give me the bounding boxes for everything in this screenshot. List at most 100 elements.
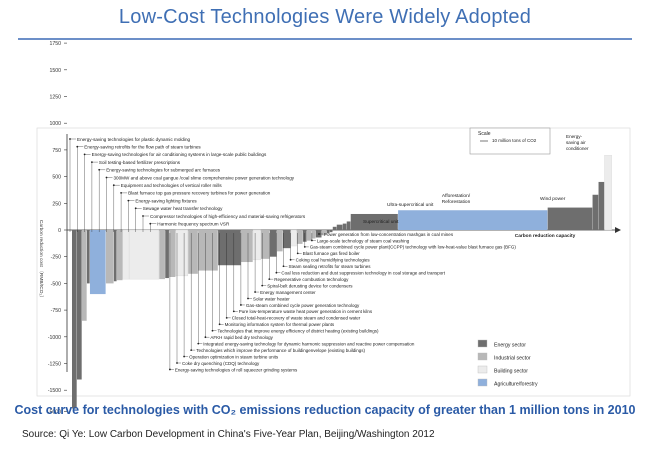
legend-label-agriculture: Agriculture/forestry: [494, 382, 538, 388]
mid-callout-dot: [211, 329, 214, 332]
cost-bar-energy: [72, 230, 77, 409]
top-callout-dot: [91, 161, 93, 164]
cost-bar-energy: [326, 230, 330, 234]
mid-callout-dot: [232, 310, 235, 313]
legend-group: Energy sector Industrial sector Building s…: [477, 339, 538, 388]
y-tick-label: -750: [51, 308, 61, 314]
top-callout-dot: [120, 192, 122, 194]
mid-callout-label: Technologies which improve the performan…: [196, 348, 365, 353]
cost-bar-energy: [598, 181, 605, 230]
legend-swatch-agriculture: [477, 378, 488, 387]
top-callout-label: Energy-saving technologies for plastic d…: [77, 137, 191, 142]
cost-bar-energy: [76, 230, 82, 380]
cost-bar-industrial: [260, 230, 270, 259]
y-tick-label: -1500: [48, 388, 61, 394]
mid-callout-label: Energy-saving technologies of roll squee…: [175, 367, 298, 372]
top-callout-dot: [134, 207, 137, 210]
cost-bar-energy: [342, 223, 347, 230]
mid-callout-label: Energy management center: [260, 290, 316, 295]
legend-label-energy: Energy sector: [494, 343, 526, 349]
mid-callout-dot: [218, 323, 221, 326]
cost-bar-energy: [165, 230, 169, 279]
mid-callout-dot: [183, 355, 186, 358]
cost-bar-energy: [332, 226, 337, 230]
wind-power-label: Wind power: [540, 196, 566, 202]
mid-callout-label: Solar water heater: [253, 296, 290, 301]
mid-callout-dot: [169, 368, 171, 371]
afforestation-label: Afforestation/: [442, 193, 471, 199]
top-callout-dot: [149, 222, 152, 225]
mid-callout-label: Steam sealing retrofits for steam turbin…: [289, 264, 372, 269]
legend-label-industrial: Industrial sector: [494, 356, 531, 362]
mid-callout-label: Coke dry quenching (CDQ) technology: [182, 361, 260, 366]
cost-bar-industrial: [241, 230, 253, 263]
mid-callout-label: Large-scale technology of steam coal was…: [317, 238, 410, 243]
legend-swatch-energy: [477, 339, 488, 348]
mid-callout-dot: [296, 252, 299, 255]
cost-bar-energy: [346, 221, 351, 230]
y-tick-label: -250: [51, 255, 61, 261]
afforestation-label: Reforestation: [442, 199, 471, 205]
top-callout-label: 300MW and above coal gangue /coal slime …: [114, 175, 295, 180]
top-callout-label: Harmonic frequency spectrum VSR: [157, 222, 230, 227]
cost-bar-energy: [592, 194, 599, 230]
top-callout-dot: [142, 215, 144, 217]
mid-callout-label: Coal loss reduction and dust suppression…: [281, 271, 445, 276]
cost-bar-industrial: [81, 230, 87, 321]
cost-bar-energy: [329, 230, 333, 233]
cost-bar-agriculture: [398, 210, 548, 230]
air-conditioner-label: conditioner: [566, 146, 589, 151]
mid-callout-label: Closed total-heat-recovery of waste stea…: [232, 316, 361, 321]
x-axis-label: Carbon reduction capacity: [515, 233, 576, 239]
top-callout-dot: [76, 145, 79, 148]
mid-callout-dot: [261, 284, 264, 287]
y-tick-label: -1000: [48, 335, 61, 341]
mid-callout-dot: [282, 265, 285, 268]
cost-bar-building: [122, 229, 130, 280]
scale-label: 10 million tons of CO2: [492, 138, 537, 143]
mid-callout-label: AFKH rapid bed dry technology: [210, 335, 273, 340]
cost-bar-energy: [269, 230, 277, 257]
cost-bar-building: [252, 229, 261, 261]
slide-title: Low-Cost Technologies Were Widely Adopte…: [118, 6, 532, 28]
y-tick-label: 0: [58, 228, 61, 234]
mid-callout-dot: [225, 316, 228, 319]
cost-bar-building: [604, 155, 612, 231]
bars-group: [72, 155, 612, 409]
top-callout-label: Equipment and technologies of vertical r…: [121, 183, 223, 188]
mid-callout-label: Power generation from low-concentration …: [324, 232, 454, 237]
top-callout-label: Energy-saving lighting fixtures: [135, 198, 197, 203]
y-tick-label: 1500: [49, 68, 61, 74]
chart-caption: Cost curve for technologies with CO₂ emi…: [14, 403, 636, 417]
ultra-supercritical-label: Ultra-supercritical unit: [387, 202, 434, 208]
cost-bar-industrial: [188, 230, 198, 274]
cost-bar-energy: [336, 224, 343, 230]
mid-callout-dot: [190, 349, 193, 351]
scale-title: Scale: [478, 131, 491, 137]
supercritical-label: Supercritical unit: [363, 219, 399, 225]
y-tick-label: -500: [51, 281, 61, 287]
mid-callout-label: Coking coal humidifying technologies: [296, 258, 371, 263]
y-tick-label: 750: [52, 148, 61, 154]
y-axis-label: Carbon reduction cost （RMB/tCO₂）: [38, 220, 44, 300]
top-callout-dot: [83, 153, 86, 156]
y-tick-label: 250: [52, 201, 61, 207]
cost-bar-industrial: [105, 230, 114, 284]
cost-bar-industrial: [321, 230, 327, 236]
cost-bar-energy: [282, 230, 291, 249]
y-tick-label: 500: [52, 175, 61, 181]
top-callout-label: Energy-saving retrofits for the flow pat…: [84, 145, 201, 150]
mid-callout-label: Pure low-temperature waste heat power ge…: [239, 309, 373, 314]
top-callout-dot: [112, 184, 115, 187]
mid-callout-dot: [240, 304, 242, 306]
mid-callout-label: Integrated energy-saving technology for …: [203, 341, 415, 346]
cost-bar-building: [290, 229, 297, 247]
mid-callout-dot: [204, 336, 207, 339]
y-tick-label: 1250: [49, 95, 61, 101]
mid-callout-label: Spiral-belt derusting device for condens…: [267, 283, 353, 288]
title-divider: [18, 38, 632, 40]
cost-bar-agriculture: [89, 230, 106, 295]
mid-callout-label: Technologies that improve energy efficie…: [218, 329, 380, 334]
cost-bar-energy: [218, 230, 241, 266]
x-axis-arrow: [615, 227, 621, 233]
